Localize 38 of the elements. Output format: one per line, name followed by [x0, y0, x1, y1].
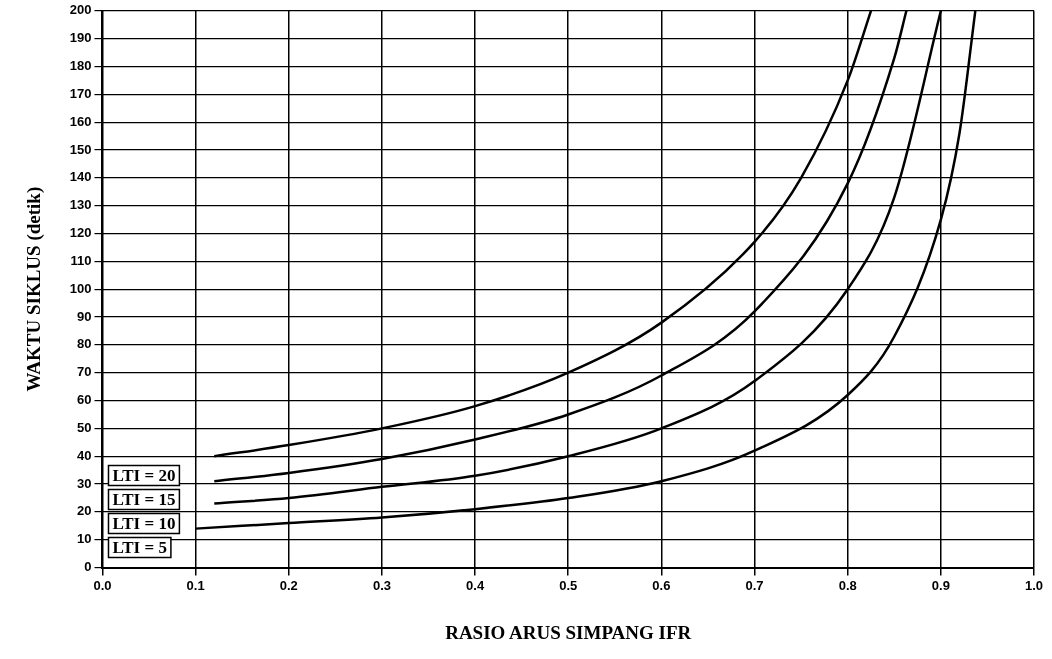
- y-tick-label: 60: [77, 392, 92, 408]
- y-tick-label: 190: [69, 30, 92, 46]
- y-tick-label: 80: [77, 336, 92, 352]
- y-tick-label: 130: [69, 197, 92, 213]
- y-tick-label: 110: [70, 252, 92, 268]
- x-tick-label: 0.6: [652, 577, 671, 593]
- x-tick-label: 0.4: [466, 577, 485, 593]
- y-tick-label: 170: [69, 85, 92, 101]
- legend-label: LTI = 10: [112, 513, 176, 533]
- y-tick-label: 90: [77, 308, 92, 324]
- x-tick-label: 0.1: [186, 577, 205, 593]
- x-axis-title: RASIO ARUS SIMPANG IFR: [445, 621, 692, 643]
- y-axis-title: WAKTU SIKLUS (detik): [23, 186, 46, 392]
- y-tick-label: 140: [69, 169, 92, 185]
- x-tick-label: 0.8: [838, 577, 857, 593]
- y-tick-label: 50: [77, 419, 92, 435]
- y-tick-label: 20: [77, 503, 92, 519]
- x-tick-label: 0.5: [559, 577, 578, 593]
- y-tick-label: 40: [77, 447, 92, 463]
- text: LTI = 20: [112, 465, 176, 485]
- x-tick-label: 0.3: [372, 577, 391, 593]
- legend-label: LTI = 5: [112, 537, 167, 557]
- y-tick-label: 160: [69, 113, 92, 129]
- y-tick-label: 100: [69, 280, 92, 296]
- x-tick-label: 0.0: [93, 577, 112, 593]
- y-tick-label: 10: [77, 531, 92, 547]
- y-tick-label: 30: [77, 475, 92, 491]
- y-tick-label: 150: [69, 141, 92, 157]
- x-tick-label: 0.2: [279, 577, 298, 593]
- x-tick-label: 0.7: [745, 577, 764, 593]
- x-tick-label: 1.0: [1024, 577, 1044, 593]
- y-tick-label: 200: [69, 2, 92, 18]
- x-tick-label: 0.9: [931, 577, 950, 593]
- y-tick-label: 120: [69, 225, 92, 241]
- y-tick-label: 70: [77, 364, 92, 380]
- y-tick-label: 180: [69, 58, 92, 74]
- legend-label: LTI = 15: [112, 489, 176, 509]
- y-tick-label: 0: [84, 559, 92, 575]
